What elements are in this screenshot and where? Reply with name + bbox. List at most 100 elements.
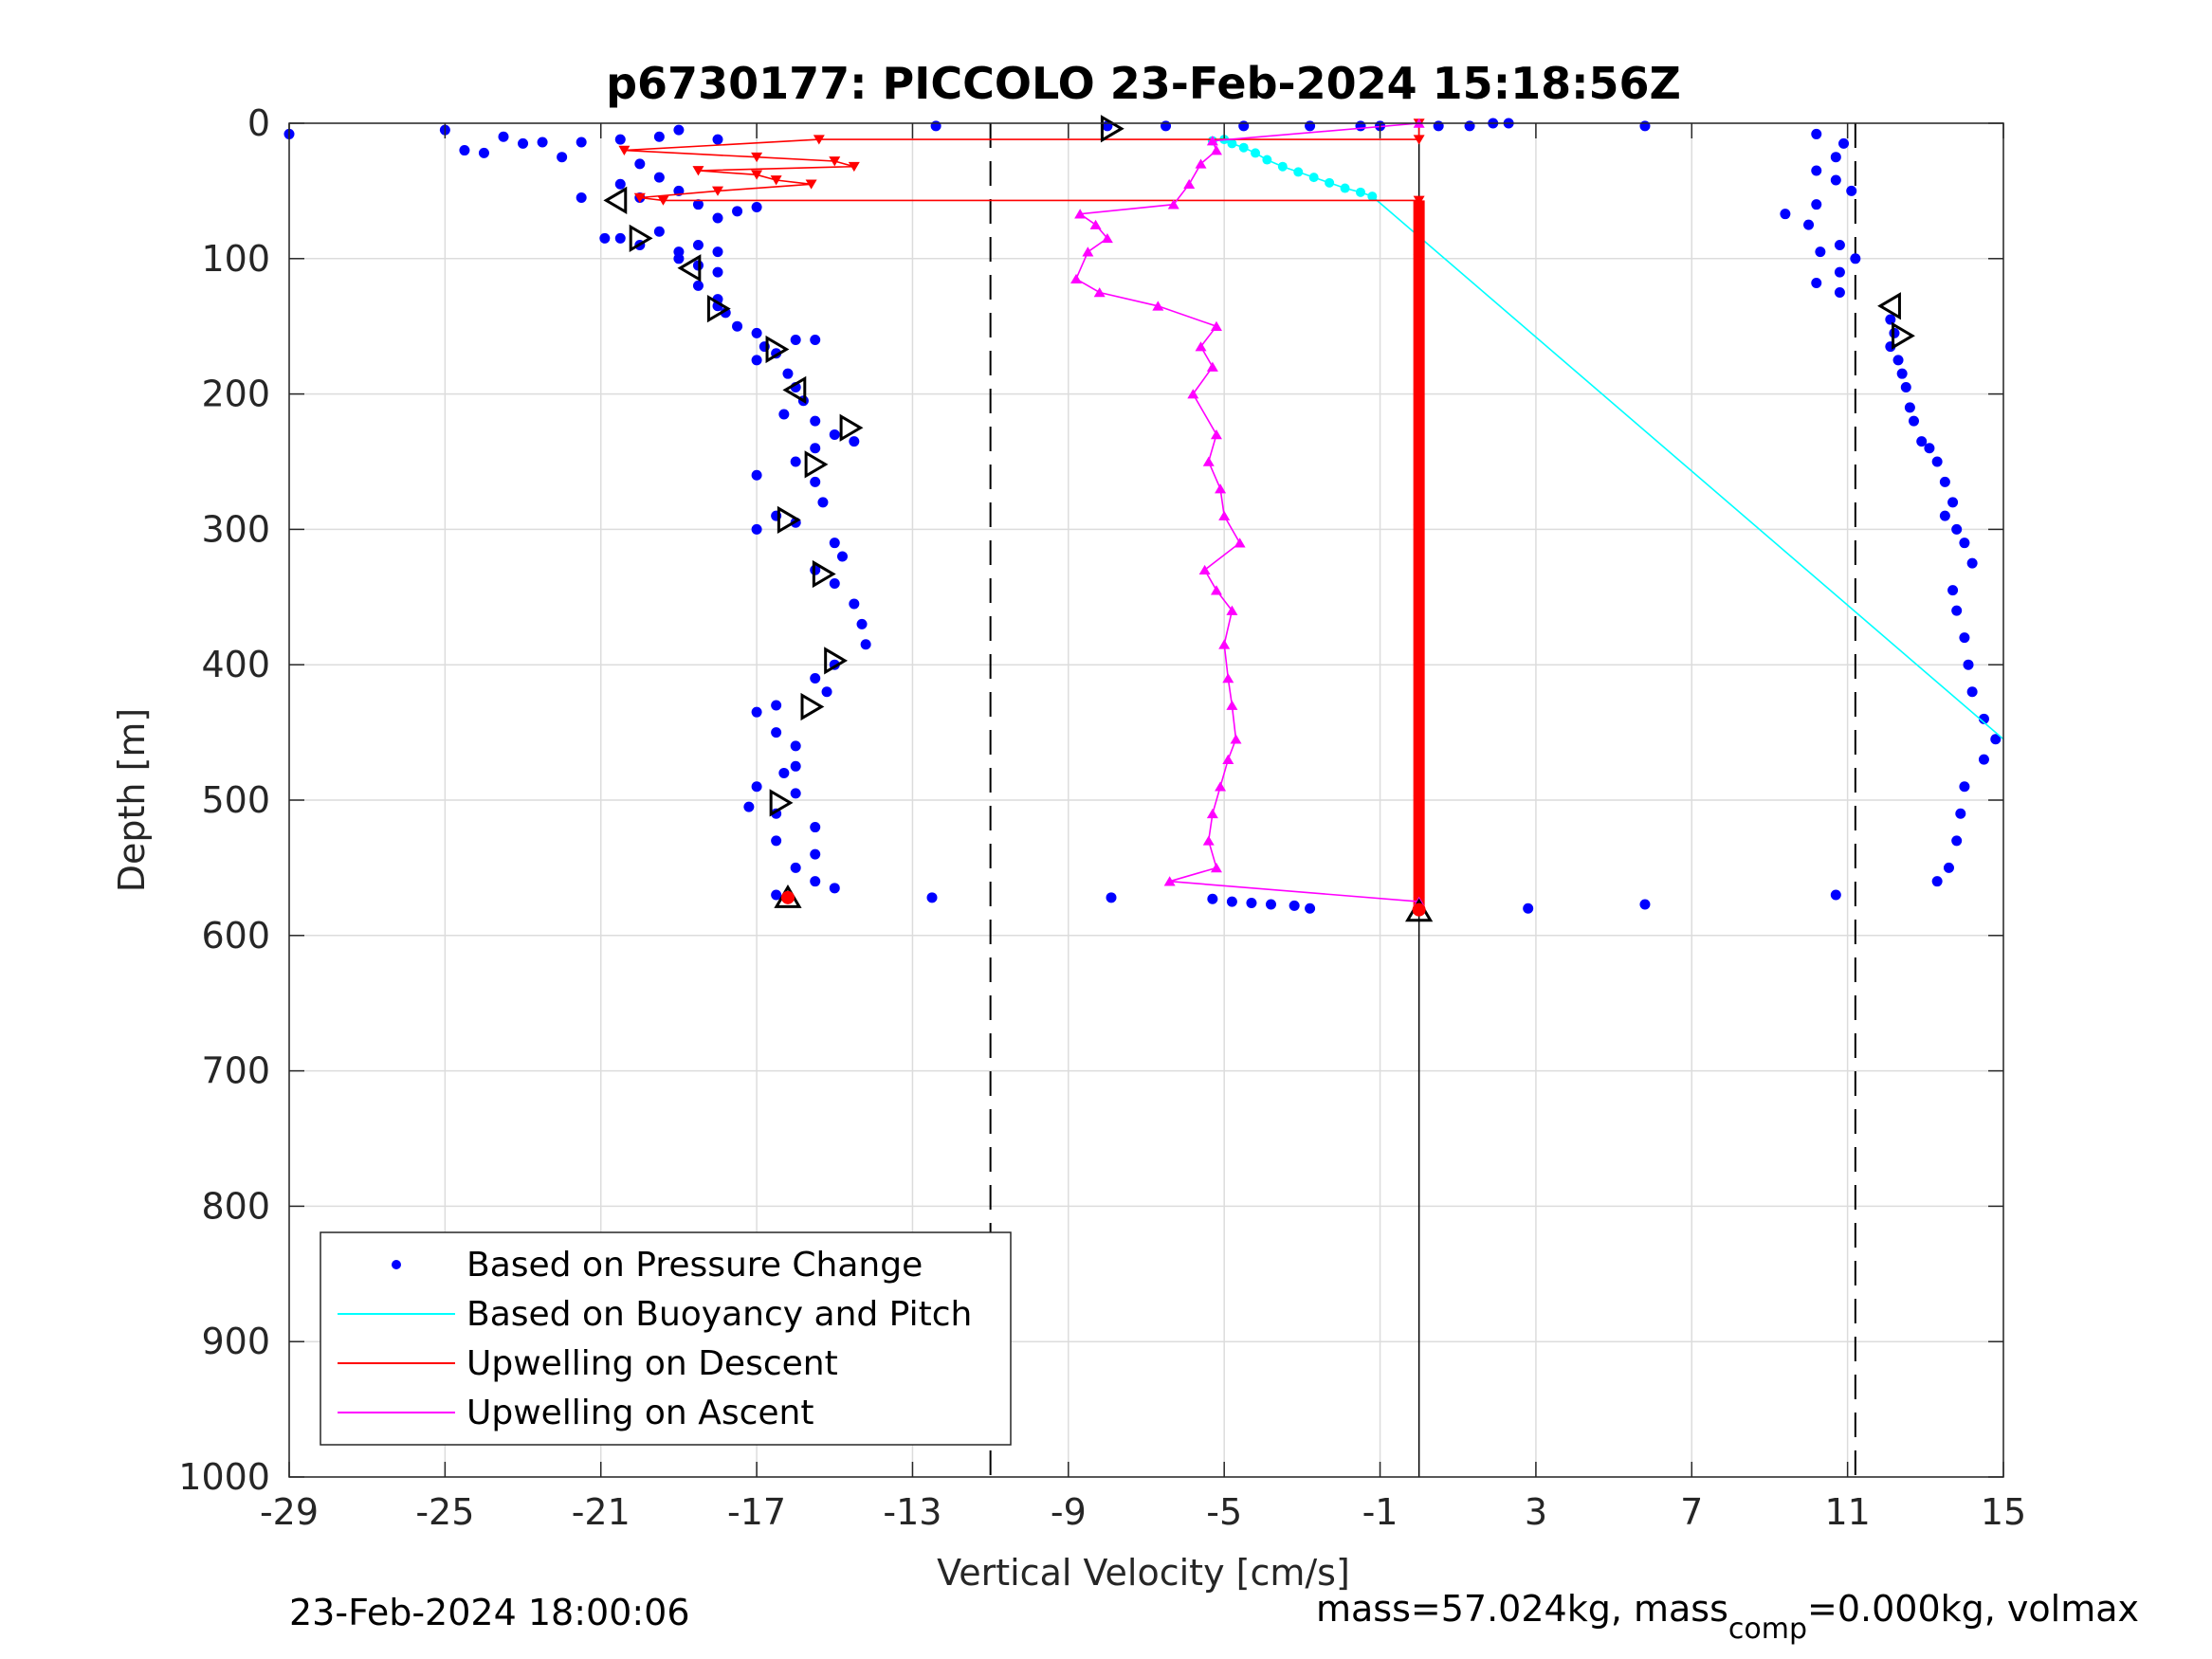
pressure-point-29 [712,246,723,258]
pressure-point-49 [829,428,840,440]
pressure-point-98 [930,120,941,132]
marker-triangle-3 [677,254,702,283]
pressure-point-53 [751,469,762,481]
pressure-point-129 [1896,368,1908,379]
pressure-point-145 [1963,659,1974,670]
upwelling-ascent-point-14 [1195,341,1207,352]
pressure-point-42 [790,334,801,345]
x-tick-label-3: -17 [727,1491,786,1533]
x-tick-label-2: -21 [572,1491,631,1533]
upwelling-ascent-point-16 [1187,389,1199,399]
buoyancy-point-8 [1308,173,1319,183]
upwelling-ascent-point-10 [1070,273,1083,284]
footer-mass-sub: comp [1728,1613,1807,1646]
legend-label-2: Upwelling on Descent [466,1344,838,1383]
buoyancy-point-10 [1340,183,1350,193]
pressure-point-151 [1955,808,1966,819]
pressure-point-5 [518,137,529,149]
x-tick-label-8: 3 [1525,1491,1547,1533]
legend-label-3: Upwelling on Ascent [466,1394,814,1432]
pressure-point-88 [1207,893,1218,904]
series-layer [283,115,2004,922]
pressure-point-81 [810,848,821,860]
upwelling-ascent-point-18 [1202,456,1215,466]
buoyancy-point-11 [1356,187,1365,197]
pressure-point-143 [1951,605,1963,616]
pressure-point-119 [1834,240,1845,251]
pressure-point-138 [1939,510,1950,521]
pressure-point-48 [810,415,821,427]
pressure-point-68 [821,686,832,698]
x-tick-label-4: -13 [883,1491,941,1533]
pressure-point-131 [1904,402,1915,413]
upwelling-descent-point-13 [657,195,669,206]
pressure-point-146 [1966,686,1978,698]
pressure-point-7 [557,152,568,163]
marker-triangle-12 [800,692,825,721]
pressure-point-134 [1924,443,1935,454]
pressure-point-33 [692,280,704,291]
y-axis-label: Depth [m] [111,708,153,893]
y-tick-label-9: 900 [201,1321,270,1362]
pressure-point-101 [1238,120,1250,132]
pressure-point-139 [1951,523,1963,535]
upwelling-descent-point-9 [770,175,782,186]
upwelling-ascent-point-13 [1210,320,1222,331]
legend-label-1: Based on Buoyancy and Pitch [466,1295,972,1334]
pressure-point-79 [810,822,821,833]
upwelling-ascent-point-31 [1206,808,1218,819]
pressure-point-37 [732,320,743,332]
y-tick-label-2: 200 [201,374,270,415]
pressure-point-123 [1811,278,1822,289]
upwelling-descent-point-1 [1413,135,1425,145]
pressure-point-89 [1226,896,1237,907]
upwelling-descent-point-12 [633,192,646,203]
pressure-point-28 [692,240,704,251]
pressure-point-41 [751,355,762,366]
upwelling-ascent-point-20 [1218,510,1231,520]
upwelling-ascent-point-2 [1210,145,1222,155]
marker-triangle-1 [603,186,628,215]
legend-box [320,1231,1012,1446]
upwelling-ascent-point-3 [1195,158,1207,169]
pressure-point-112 [1830,152,1841,163]
pressure-point-65 [860,639,871,650]
pressure-point-67 [810,672,821,684]
upwelling-ascent-point-4 [1183,178,1196,190]
marker-triangle-15 [1877,292,1901,320]
upwelling-ascent-point-22 [1198,564,1211,575]
upwelling-ascent-point-21 [1234,538,1246,548]
marker-triangle-5 [765,335,790,364]
pressure-point-95 [1523,902,1534,914]
pressure-point-50 [849,436,860,447]
pressure-point-11 [653,131,665,142]
upwelling-ascent-point-7 [1089,219,1102,229]
series-2 [618,118,1425,914]
pressure-point-149 [1978,754,1989,765]
pressure-point-114 [1830,174,1841,186]
buoyancy-point-7 [1293,167,1304,177]
upwelling-ascent-point-9 [1082,246,1094,257]
pressure-point-72 [790,740,801,752]
pressure-point-153 [1943,862,1954,873]
upwelling-descent-point-3 [618,145,631,155]
pressure-point-12 [673,124,685,136]
y-tick-label-8: 800 [201,1185,270,1227]
upwelling-descent-point-10 [805,179,817,190]
upwelling-descent-point-2 [813,135,825,145]
pressure-point-60 [836,551,848,562]
pressure-point-132 [1908,415,1919,427]
pressure-point-23 [599,232,611,244]
upwelling-ascent-point-15 [1206,361,1218,372]
upwelling-ascent-point-28 [1230,734,1242,744]
x-tick-label-9: 7 [1680,1491,1703,1533]
pressure-point-147 [1978,713,1989,724]
upwelling-ascent-point-33 [1210,863,1222,873]
buoyancy-point-3 [1238,142,1249,153]
upwelling-descent-point-4 [751,152,763,163]
buoyancy-point-12 [1367,191,1378,202]
pressure-point-106 [1464,120,1475,132]
upwelling-ascent-point-8 [1101,232,1113,244]
legend-swatch-0 [392,1260,401,1269]
pressure-point-97 [1830,889,1841,901]
